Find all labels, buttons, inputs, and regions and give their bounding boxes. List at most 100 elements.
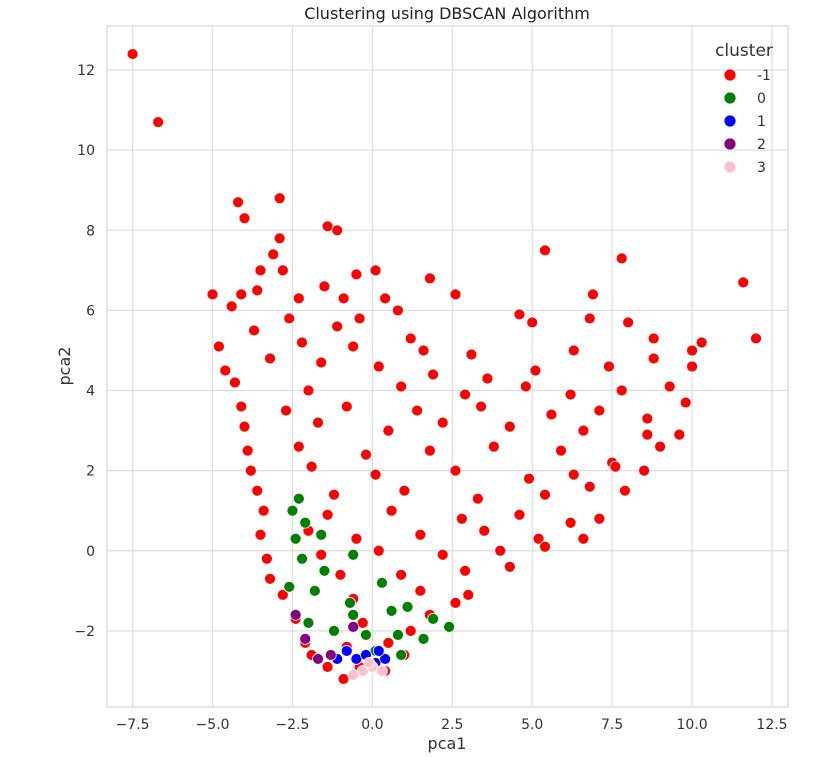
data-point [564, 388, 577, 401]
data-point [539, 244, 551, 257]
data-point [567, 344, 580, 357]
data-point [455, 512, 468, 525]
data-point [360, 448, 372, 461]
data-point [324, 649, 337, 661]
x-tick-label: 10.0 [676, 717, 707, 733]
data-point [292, 440, 305, 453]
data-point [254, 528, 267, 541]
data-point [449, 288, 462, 301]
y-tick-label: 2 [86, 464, 95, 480]
data-point [641, 428, 654, 441]
data-point [382, 424, 395, 437]
data-point [513, 508, 526, 521]
data-point [417, 633, 430, 645]
data-point [638, 464, 651, 477]
data-point [315, 548, 328, 561]
data-point [331, 320, 344, 333]
data-points [126, 48, 762, 685]
legend: cluster -1 0 1 2 3 [715, 41, 773, 176]
data-point [462, 588, 475, 601]
y-tick-label: 4 [86, 384, 95, 400]
legend-label: 3 [757, 160, 766, 176]
data-point [398, 484, 411, 497]
data-point [276, 264, 289, 277]
data-point [299, 516, 312, 529]
x-axis-label: pca1 [428, 734, 467, 753]
x-tick-label: −5.0 [196, 717, 230, 733]
data-point [302, 384, 315, 397]
legend-marker [723, 91, 737, 105]
data-point [308, 584, 321, 597]
data-point [532, 532, 545, 545]
y-tick-label: 0 [86, 544, 95, 560]
plot-area [106, 25, 789, 708]
y-tick-label: 12 [77, 63, 95, 79]
data-point [292, 292, 305, 305]
data-point [577, 532, 590, 545]
data-point [299, 633, 312, 645]
data-point [385, 604, 398, 617]
data-point [254, 264, 267, 277]
data-point [475, 400, 487, 413]
data-point [244, 464, 257, 477]
data-point [686, 360, 698, 373]
data-point [523, 472, 535, 485]
data-point [264, 572, 276, 585]
series-cluster-3 [347, 657, 388, 681]
data-point [427, 368, 440, 381]
data-point [379, 292, 392, 305]
data-point [519, 380, 532, 393]
data-point [206, 288, 219, 301]
data-point [273, 192, 286, 205]
data-point [235, 400, 248, 413]
legend-marker [723, 68, 737, 82]
data-point [283, 312, 296, 325]
data-point [392, 304, 404, 317]
data-point [260, 552, 273, 565]
data-point [289, 532, 302, 545]
data-point [312, 653, 324, 665]
data-point [404, 624, 417, 637]
data-point [257, 504, 270, 517]
data-point [347, 620, 360, 633]
data-point [382, 637, 395, 649]
data-point [152, 116, 165, 129]
data-point [443, 620, 455, 633]
data-point [235, 288, 248, 301]
data-point [321, 661, 334, 673]
y-tick-label: −2 [74, 624, 95, 640]
data-point [248, 324, 260, 337]
data-point [641, 412, 654, 425]
data-point [414, 584, 427, 597]
data-point [545, 408, 558, 421]
data-point [369, 468, 382, 481]
data-point [347, 669, 360, 681]
data-point [622, 316, 635, 329]
data-point [337, 292, 350, 305]
data-point [414, 528, 427, 541]
data-point [379, 653, 392, 665]
data-point [673, 428, 686, 441]
data-point [251, 284, 264, 297]
data-point [424, 444, 436, 457]
series-cluster-2 [289, 608, 360, 665]
x-ticks: −7.5 −5.0 −2.5 0.0 2.5 5.0 7.5 10.0 12.5 [116, 717, 788, 733]
data-point [292, 492, 305, 505]
data-point [494, 544, 507, 557]
y-tick-label: 8 [86, 223, 95, 239]
data-point [219, 364, 232, 377]
data-point [583, 312, 596, 325]
data-point [695, 336, 708, 349]
legend-marker [723, 137, 737, 151]
legend-marker [723, 114, 737, 128]
data-point [350, 268, 363, 281]
data-point [503, 420, 516, 433]
data-point [449, 596, 462, 609]
data-point [539, 540, 551, 553]
x-tick-label: −7.5 [116, 717, 150, 733]
data-point [459, 388, 471, 401]
legend-label: -1 [757, 68, 771, 84]
data-point [360, 628, 372, 641]
data-point [503, 560, 516, 573]
data-point [555, 444, 567, 457]
